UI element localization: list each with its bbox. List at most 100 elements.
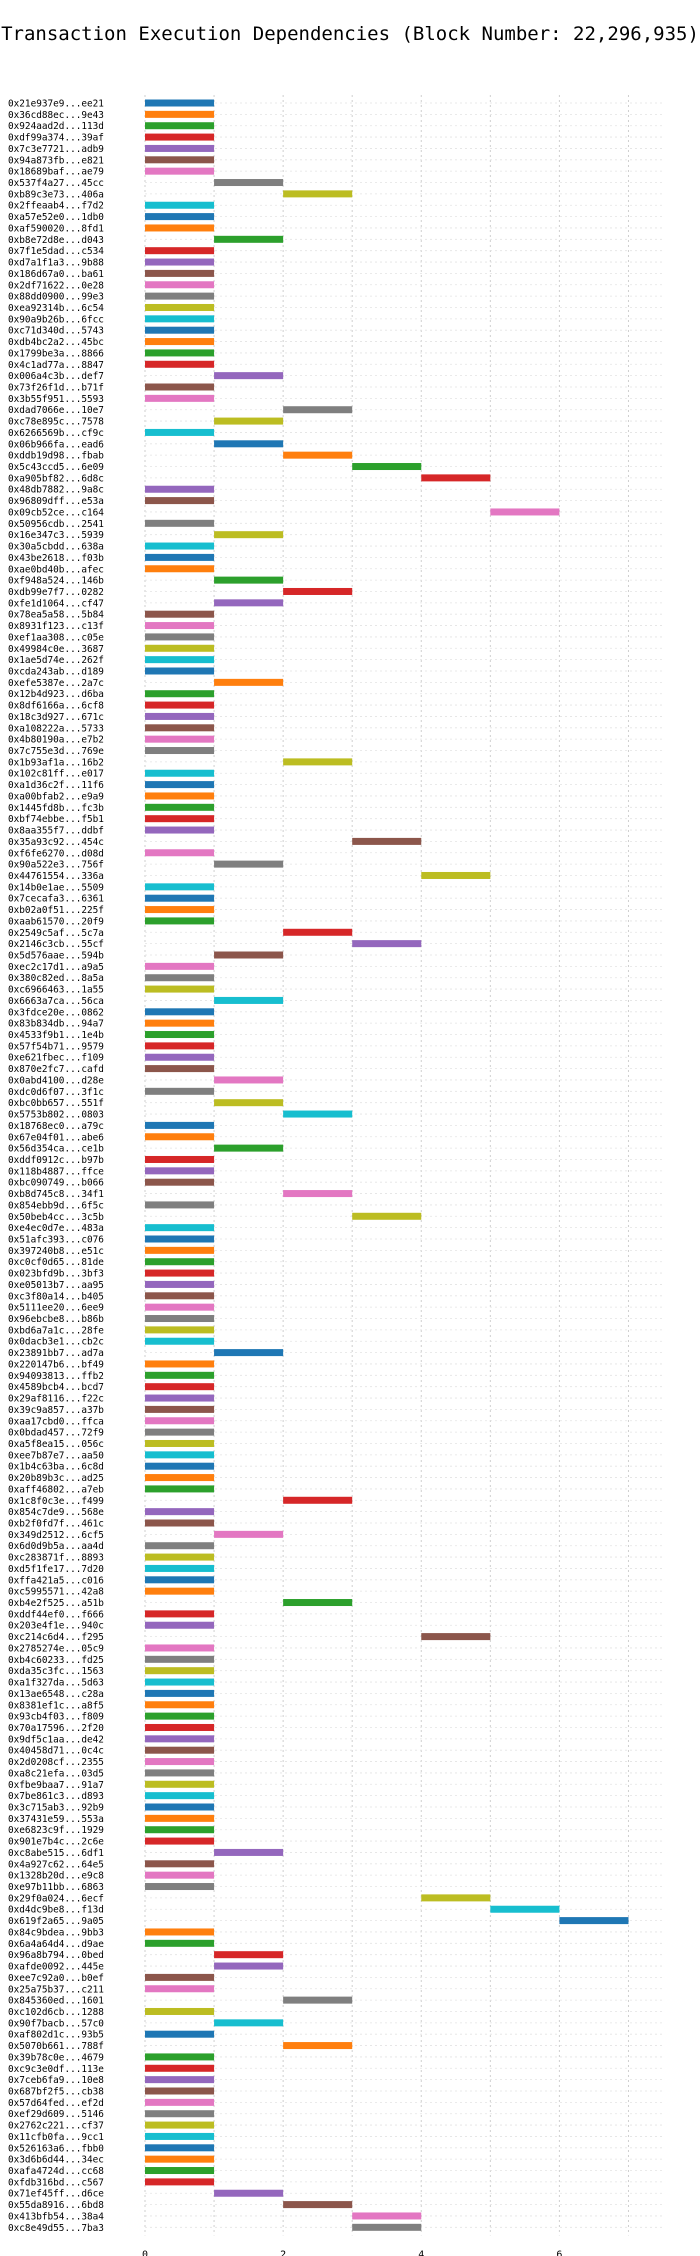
transaction-bar — [145, 1053, 215, 1061]
transaction-bar — [145, 2110, 215, 2118]
transaction-bar — [145, 701, 215, 709]
transaction-bar — [145, 1769, 215, 1777]
transaction-bar — [145, 1871, 215, 1879]
transaction-bar — [145, 1019, 215, 1027]
transaction-label: 0x203e4f1e...940c — [8, 1621, 104, 1632]
transaction-label: 0x220147b6...bf49 — [8, 1359, 104, 1370]
transaction-label: 0x8931f123...c13f — [8, 621, 104, 632]
transaction-label: 0x55da8916...6bd8 — [8, 2200, 104, 2211]
transaction-label: 0x5d576aae...594b — [8, 951, 104, 962]
transaction-bar — [145, 803, 215, 811]
transaction-label: 0xdb99e7f7...0282 — [8, 587, 104, 598]
transaction-label: 0xa5f8ea15...056c — [8, 1439, 104, 1450]
transaction-label: 0x51afc393...c076 — [8, 1235, 104, 1246]
transaction-bar — [214, 372, 284, 380]
transaction-label: 0x380c82ed...8a5a — [8, 973, 104, 984]
transaction-label: 0x56d354ca...ce1b — [8, 1144, 104, 1155]
transaction-bar — [214, 1951, 284, 1959]
transaction-bar — [145, 974, 215, 982]
transaction-bar — [145, 1360, 215, 1368]
x-axis-ticks: 0 2 4 6 — [142, 2249, 562, 2256]
transaction-bar — [145, 1121, 215, 1129]
transaction-bar — [145, 122, 215, 130]
transaction-bar — [145, 1383, 215, 1391]
transaction-label: 0x0bdad457...72f9 — [8, 1428, 104, 1439]
transaction-bar — [145, 815, 215, 823]
transaction-label: 0x3c715ab3...92b9 — [8, 1803, 104, 1814]
transaction-label: 0xda35c3fc...1563 — [8, 1666, 104, 1677]
transaction-bar — [145, 1371, 215, 1379]
transaction-label: 0x13ae6548...c28a — [8, 1689, 104, 1700]
transaction-label: 0xd4dc9be8...f13d — [8, 1905, 104, 1916]
transaction-label: 0xc8e49d55...7ba3 — [8, 2223, 104, 2234]
transaction-bar — [145, 497, 215, 505]
transaction-bar — [145, 1031, 215, 1039]
transaction-label: 0x2785274e...05c9 — [8, 1643, 104, 1654]
transaction-label: 0x5753b802...0803 — [8, 1110, 104, 1121]
transaction-label: 0xc214c6d4...f295 — [8, 1632, 104, 1643]
transaction-label: 0x186d67a0...ba61 — [8, 269, 104, 280]
transaction-label: 0x96a8b794...0bed — [8, 1950, 104, 1961]
transaction-bar — [214, 1962, 284, 1970]
transaction-label: 0xae0bd40b...afec — [8, 564, 104, 575]
transaction-label: 0x7cecafa3...6361 — [8, 894, 104, 905]
transaction-label: 0x35a93c92...454c — [8, 837, 104, 848]
transaction-label: 0x73f26f1d...b71f — [8, 383, 104, 394]
transaction-bar — [145, 315, 215, 323]
transaction-label: 0x687bf2f5...cb38 — [8, 2087, 104, 2098]
transaction-bar — [145, 1758, 215, 1766]
transaction-bar — [145, 1667, 215, 1675]
transaction-label: 0xc102d6cb...1288 — [8, 2007, 104, 2018]
transaction-bar — [214, 2189, 284, 2197]
transaction-bar — [145, 792, 215, 800]
transaction-bar — [145, 1712, 215, 1720]
transaction-bar — [145, 1826, 215, 1834]
transaction-label: 0x3b55f951...5593 — [8, 394, 104, 405]
transaction-label: 0xa57e52e0...1db0 — [8, 212, 104, 223]
transaction-bar — [214, 1076, 284, 1084]
transaction-bar — [214, 576, 284, 584]
transaction-bar — [283, 1190, 353, 1198]
transaction-label: 0xc3f80a14...b405 — [8, 1291, 104, 1302]
transaction-label: 0xa8c21efa...03d5 — [8, 1768, 104, 1779]
transaction-label: 0xdf99a374...39af — [8, 133, 104, 144]
transaction-label: 0x21e937e9...ee21 — [8, 99, 104, 110]
transaction-label: 0x397240b8...e51c — [8, 1246, 104, 1257]
transaction-bar — [145, 2087, 215, 2095]
transaction-label: 0xc0cf0d65...81de — [8, 1257, 104, 1268]
transaction-label: 0x8381ef1c...a8f5 — [8, 1700, 104, 1711]
transaction-bar — [145, 1439, 215, 1447]
transaction-label: 0xb02a0f51...225f — [8, 905, 104, 916]
transaction-label: 0xc8abe515...6df1 — [8, 1848, 104, 1859]
transaction-label: 0xbc090749...b066 — [8, 1178, 104, 1189]
transaction-bar — [145, 144, 215, 152]
transaction-bar — [145, 2167, 215, 2175]
transaction-bar — [145, 610, 215, 618]
transaction-label: 0x50beb4cc...3c5b — [8, 1212, 104, 1223]
transaction-label: 0x94093813...ffb2 — [8, 1371, 104, 1382]
transaction-bar — [145, 1939, 215, 1947]
transaction-label: 0x4a927c62...64e5 — [8, 1859, 104, 1870]
transaction-bar — [145, 394, 215, 402]
transaction-bar — [145, 1042, 215, 1050]
transaction-bar — [145, 1269, 215, 1277]
transaction-label: 0x9df5c1aa...de42 — [8, 1734, 104, 1745]
transaction-label: 0x5c43ccd5...6e09 — [8, 462, 104, 473]
transaction-bar — [283, 928, 353, 936]
transaction-bar — [145, 2155, 215, 2163]
transaction-bar — [145, 1337, 215, 1345]
transaction-bar — [214, 1349, 284, 1357]
transaction-bar — [145, 1701, 215, 1709]
transaction-label: 0x48db7882...9a8c — [8, 485, 104, 496]
transaction-bar — [283, 2042, 353, 2050]
transaction-bar — [145, 667, 215, 675]
transaction-bar — [145, 1564, 215, 1572]
transaction-label: 0x29f0a024...6ecf — [8, 1893, 104, 1904]
transaction-bar — [145, 1292, 215, 1300]
transaction-label: 0x4b80190a...e7b2 — [8, 735, 104, 746]
transaction-bar — [145, 883, 215, 891]
transaction-bar — [145, 1746, 215, 1754]
transaction-label: 0x6663a7ca...56ca — [8, 996, 104, 1007]
transaction-bar — [145, 1587, 215, 1595]
transaction-label: 0x8df6166a...6cf8 — [8, 701, 104, 712]
